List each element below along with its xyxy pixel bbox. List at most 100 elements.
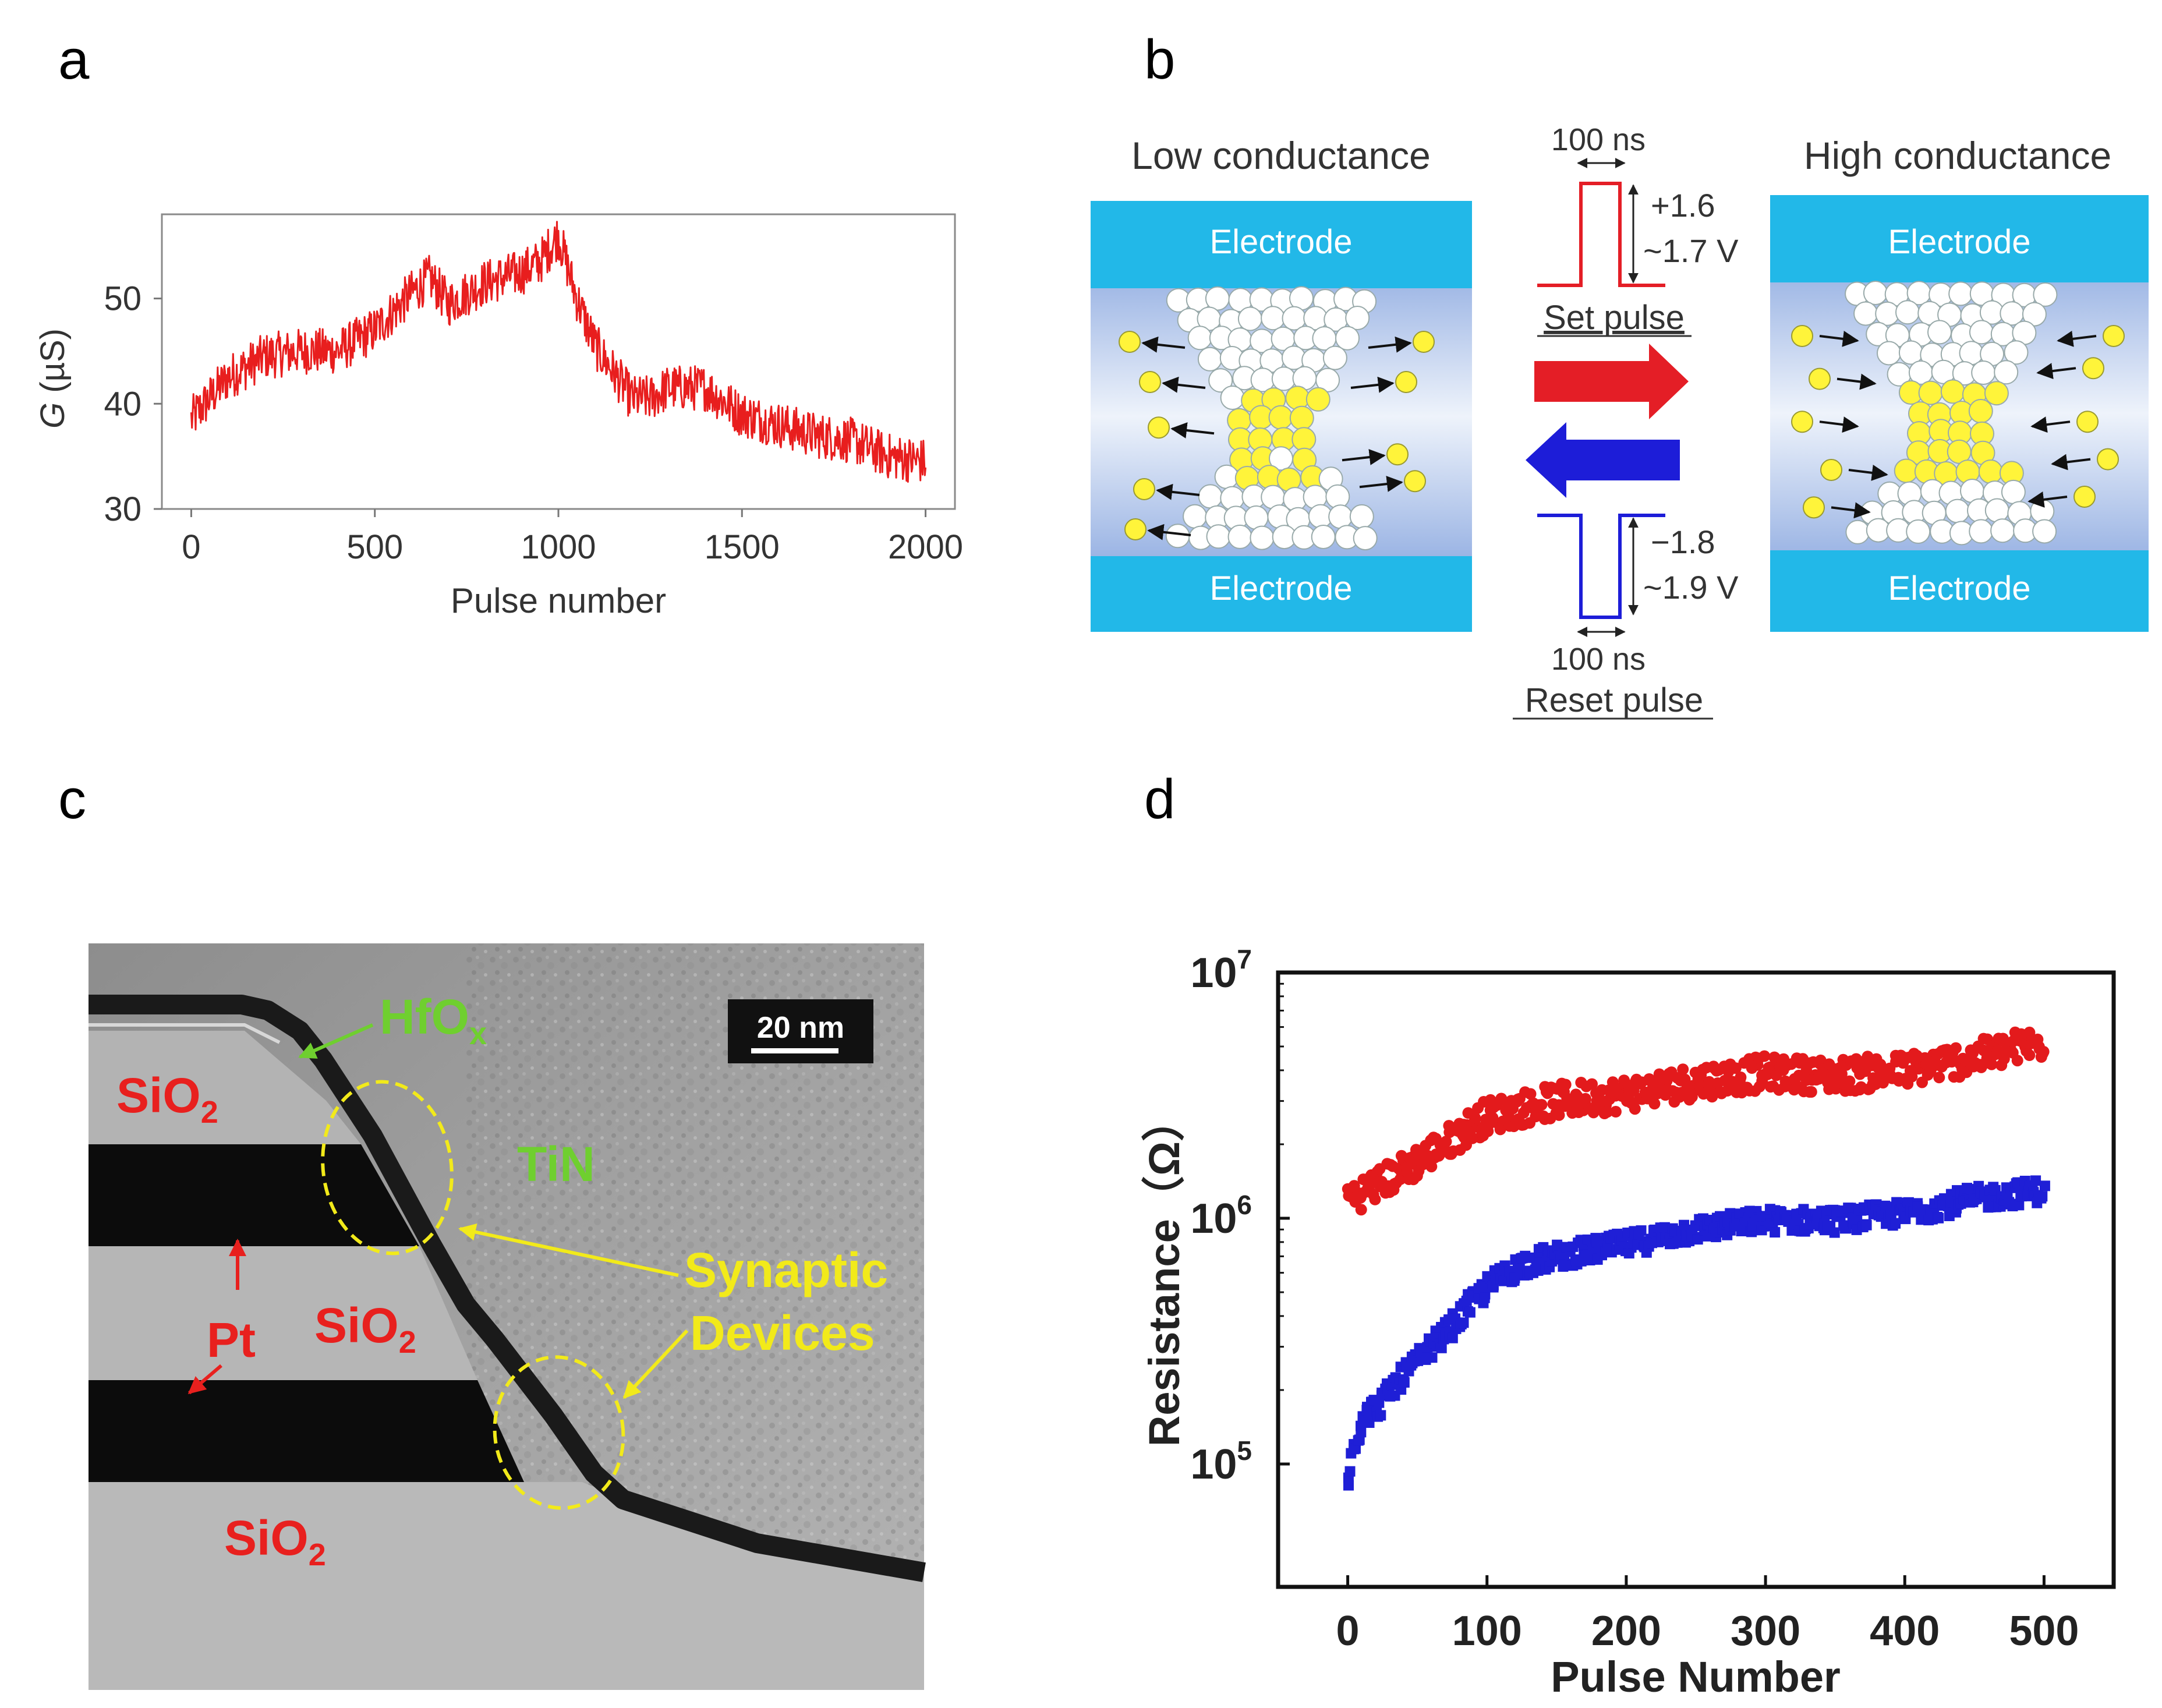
oxygen-ion bbox=[1349, 504, 1374, 529]
oxygen-vacancy bbox=[1289, 405, 1314, 430]
low-bottom-electrode bbox=[1091, 556, 1472, 632]
migration-arrow bbox=[2027, 491, 2068, 508]
oxygen-ion bbox=[1214, 464, 1239, 489]
chart-d-xtick-label: 0 bbox=[1336, 1608, 1360, 1654]
panel-label-a: a bbox=[58, 29, 90, 91]
oxygen-ion bbox=[1971, 360, 1996, 385]
oxygen-ion bbox=[1261, 306, 1286, 331]
chart-d-point-high bbox=[1425, 1161, 1438, 1173]
oxygen-ion bbox=[2022, 302, 2047, 327]
set-voltage-1: +1.6 bbox=[1651, 187, 1715, 224]
oxygen-ion bbox=[1227, 524, 1252, 549]
chart-d-point-high bbox=[1677, 1063, 1689, 1076]
chart-d-point-low bbox=[1344, 1466, 1356, 1477]
chart-d-point-low bbox=[1770, 1227, 1781, 1238]
chart-d-point-high bbox=[1440, 1136, 1452, 1148]
chart-a-xtick-label: 2000 bbox=[888, 528, 963, 566]
chart-a-series-line bbox=[190, 221, 927, 483]
free-vacancy bbox=[1124, 518, 1147, 540]
set-pulse-waveform bbox=[1537, 182, 1665, 287]
panel-b-diagram: Low conductance Electrode Electrode High… bbox=[1091, 122, 2149, 720]
panel-label-b: b bbox=[1144, 29, 1175, 91]
chart-d-xtick-label: 300 bbox=[1731, 1608, 1800, 1654]
free-vacancy bbox=[1809, 367, 1831, 390]
chart-d-point-high bbox=[1629, 1103, 1641, 1115]
chart-d-point-high bbox=[1986, 1058, 1998, 1070]
migration-arrow bbox=[1147, 524, 1191, 540]
chart-a-xtick-label: 1000 bbox=[521, 528, 596, 566]
chart-d-ytick-exp: 6 bbox=[1237, 1190, 1252, 1220]
oxygen-ion bbox=[1165, 524, 1190, 549]
sio2-label-top-base: SiO bbox=[116, 1068, 201, 1123]
free-vacancy bbox=[1413, 331, 1435, 353]
chart-d-ytick-exp: 5 bbox=[1237, 1435, 1252, 1466]
migration-arrow bbox=[1848, 465, 1888, 481]
oxygen-ion bbox=[1220, 386, 1245, 410]
chart-a-ticks bbox=[154, 298, 927, 517]
oxygen-ion bbox=[1206, 524, 1231, 549]
chart-d-point-low bbox=[1692, 1234, 1703, 1245]
chart-d-xtick-label: 100 bbox=[1452, 1608, 1522, 1654]
oxygen-ion bbox=[1927, 320, 1952, 345]
oxygen-vacancy bbox=[1968, 399, 1993, 423]
oxygen-ion bbox=[1845, 519, 1870, 544]
chart-d-point-low bbox=[1399, 1377, 1410, 1388]
sio2-label-top-sub: 2 bbox=[201, 1095, 218, 1130]
chart-d-point-low bbox=[1479, 1292, 1490, 1303]
oxygen-ion bbox=[1183, 504, 1208, 529]
chart-d-point-high bbox=[1805, 1086, 1817, 1098]
oxygen-vacancy bbox=[1984, 381, 2009, 406]
chart-a-ylabel-unit: (µS) bbox=[34, 328, 72, 402]
chart-d-point-low bbox=[1350, 1443, 1361, 1454]
oxygen-ion bbox=[2004, 340, 2029, 365]
chart-d-point-low bbox=[1636, 1225, 1647, 1236]
oxygen-ion bbox=[1945, 498, 1970, 524]
migration-arrow bbox=[1350, 376, 1395, 393]
chart-d-point-low bbox=[1488, 1282, 1499, 1293]
oxygen-ion bbox=[1250, 525, 1275, 550]
chart-d-point-high bbox=[1601, 1106, 1613, 1118]
oxygen-ion bbox=[1328, 504, 1353, 529]
oxygen-ion bbox=[2030, 498, 2055, 524]
oxygen-ion bbox=[1198, 484, 1223, 509]
oxygen-ion bbox=[1969, 519, 1994, 544]
chart-d-point-low bbox=[1464, 1307, 1475, 1318]
oxygen-vacancy bbox=[1978, 459, 2003, 484]
free-vacancy bbox=[1395, 371, 1417, 393]
scale-bar-line bbox=[751, 1048, 838, 1053]
chart-d-point-high bbox=[1991, 1045, 2004, 1057]
oxygen-vacancy bbox=[1894, 458, 1919, 483]
oxygen-ion bbox=[1237, 306, 1262, 331]
panel-a-chart: 0 500 1000 1500 2000 30 40 50 Pulse number G (µ… bbox=[34, 213, 963, 620]
reset-voltage-2: ~1.9 V bbox=[1643, 569, 1739, 606]
migration-arrow bbox=[1170, 422, 1215, 439]
chart-d-point-high bbox=[1355, 1204, 1367, 1216]
chart-d-point-low bbox=[1427, 1352, 1438, 1363]
free-vacancy bbox=[1404, 470, 1426, 493]
panel-label-c: c bbox=[58, 768, 86, 830]
chart-d-ytick-exp: 7 bbox=[1237, 944, 1252, 974]
low-device-filament bbox=[1119, 286, 1435, 551]
pt-arrow-down bbox=[187, 1364, 222, 1395]
chart-d-ytick-label: 105 bbox=[1190, 1435, 1252, 1488]
chart-d-ytick-base: 10 bbox=[1190, 1441, 1237, 1488]
high-conductance-title: High conductance bbox=[1804, 134, 2111, 177]
oxygen-ion bbox=[1197, 346, 1222, 372]
synaptic-device-ellipse-2 bbox=[493, 1355, 625, 1510]
migration-arrow bbox=[1819, 331, 1859, 347]
oxygen-ion bbox=[1906, 519, 1931, 544]
free-vacancy bbox=[2076, 411, 2099, 433]
reset-pulse-width: 100 ns bbox=[1551, 642, 1646, 677]
oxygen-ion bbox=[1994, 360, 2019, 385]
tem-pt-lower bbox=[89, 1380, 524, 1482]
oxygen-ion bbox=[1853, 301, 1878, 326]
chart-d-point-low bbox=[1890, 1218, 1901, 1229]
chart-a-ylabel: G (µS) bbox=[34, 328, 72, 429]
free-vacancy bbox=[1803, 496, 1825, 519]
chart-d-point-high bbox=[1469, 1112, 1481, 1124]
hfox-label: HfOx bbox=[380, 989, 487, 1051]
chart-d-point-low bbox=[1845, 1203, 1856, 1214]
reset-arrow-icon bbox=[1526, 422, 1680, 498]
